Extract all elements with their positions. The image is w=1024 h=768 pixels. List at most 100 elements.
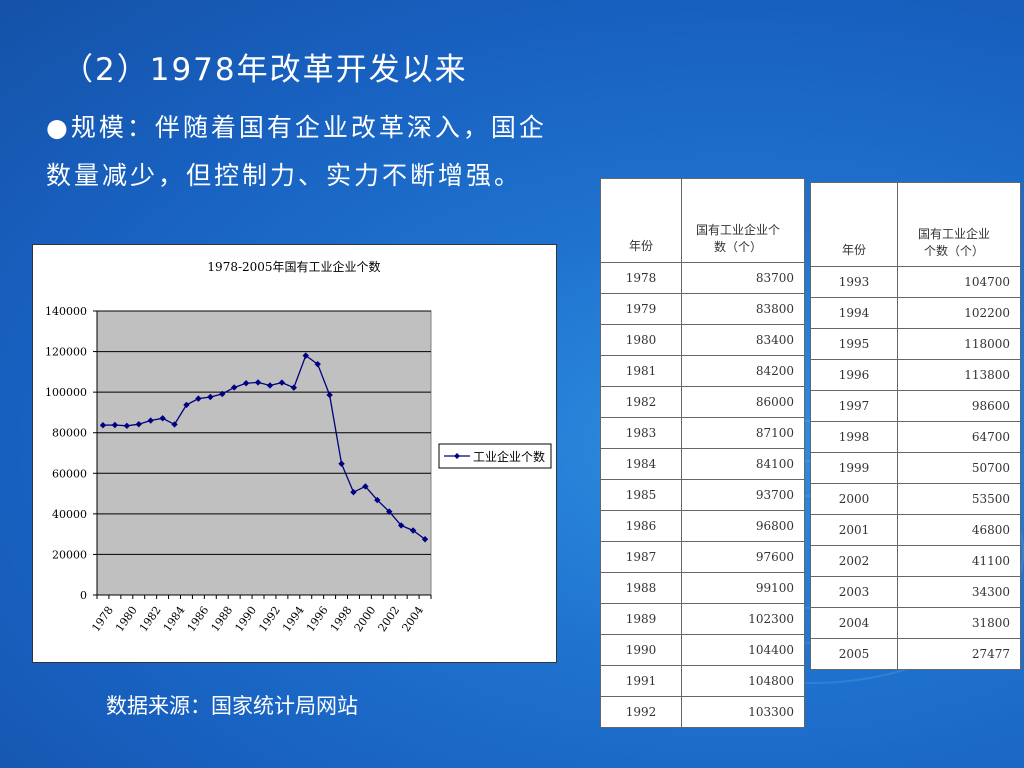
table-header-year: 年份 xyxy=(810,182,898,267)
table-cell-year: 2004 xyxy=(810,607,898,639)
y-tick-label: 80000 xyxy=(52,427,87,440)
table-cell-value: 99100 xyxy=(681,572,805,604)
data-point xyxy=(195,395,202,402)
x-tick-label: 1984 xyxy=(161,604,188,634)
table-cell-value: 113800 xyxy=(897,359,1021,391)
table-row: 1985 93700 xyxy=(600,479,805,511)
table-cell-value: 53500 xyxy=(897,483,1021,515)
table-row: 1989 102300 xyxy=(600,603,805,635)
table-cell-year: 1984 xyxy=(600,448,682,480)
table-cell-value: 83400 xyxy=(681,324,805,356)
table-row: 1984 84100 xyxy=(600,448,805,480)
series-line xyxy=(102,354,426,540)
data-point xyxy=(183,401,190,409)
table-cell-value: 50700 xyxy=(897,452,1021,484)
table-row: 1986 96800 xyxy=(600,510,805,542)
table-cell-value: 104700 xyxy=(897,266,1021,298)
data-point xyxy=(350,488,357,496)
table-cell-value: 102200 xyxy=(897,297,1021,329)
x-tick-label: 1986 xyxy=(185,604,212,634)
data-point xyxy=(290,384,298,391)
bullet-text-line-1: ●规模：伴随着国有企业改革深入，国企 xyxy=(46,113,547,142)
table-cell-year: 1979 xyxy=(600,293,682,325)
table-row: 1997 98600 xyxy=(810,390,1021,422)
table-cell-year: 2000 xyxy=(810,483,898,515)
x-tick-label: 1982 xyxy=(137,604,164,634)
table-cell-year: 1978 xyxy=(600,262,682,294)
table-cell-value: 104800 xyxy=(681,665,805,697)
table-cell-year: 1985 xyxy=(600,479,682,511)
data-table-left: 年份 国有工业企业个数（个） 1978 83700 1979 83800 1980 834… xyxy=(600,178,805,728)
x-tick-label: 1996 xyxy=(304,604,331,634)
table-cell-year: 2003 xyxy=(810,576,898,608)
data-point xyxy=(266,382,274,389)
table-cell-year: 1981 xyxy=(600,355,682,387)
table-row: 1991 104800 xyxy=(600,665,805,697)
x-tick-label: 2004 xyxy=(399,604,426,634)
table-row: 1988 99100 xyxy=(600,572,805,604)
table-cell-year: 1999 xyxy=(810,452,898,484)
table-cell-year: 1988 xyxy=(600,572,682,604)
table-row: 1979 83800 xyxy=(600,293,805,325)
chart-canvas: 1978-2005年国有工业企业个数 0 20000 40000 60000 80000 1… xyxy=(45,259,552,634)
y-tick-label: 60000 xyxy=(52,467,87,480)
table-cell-year: 1983 xyxy=(600,417,682,449)
table-row: 1998 64700 xyxy=(810,421,1021,453)
data-point xyxy=(409,527,417,534)
table-row: 2004 31800 xyxy=(810,607,1021,639)
table-cell-year: 1989 xyxy=(600,603,682,635)
table-cell-year: 1996 xyxy=(810,359,898,391)
table-row: 1999 50700 xyxy=(810,452,1021,484)
x-tick-label: 1978 xyxy=(89,604,116,634)
bullet-text-line-2: 数量减少，但控制力、实力不断增强。 xyxy=(46,161,523,190)
x-tick-label: 1992 xyxy=(256,604,283,634)
data-point xyxy=(99,422,107,429)
data-point xyxy=(314,360,321,368)
legend-marker xyxy=(454,453,460,459)
table-cell-value: 103300 xyxy=(681,696,805,728)
table-cell-year: 1986 xyxy=(600,510,682,542)
table-row: 1993 104700 xyxy=(810,266,1021,298)
table-cell-year: 1995 xyxy=(810,328,898,360)
table-cell-value: 93700 xyxy=(681,479,805,511)
table-header-value-text: 国有工业企业个数（个） xyxy=(917,227,990,258)
x-tick-label: 1988 xyxy=(209,604,236,634)
table-cell-year: 1997 xyxy=(810,390,898,422)
table-cell-year: 1992 xyxy=(600,696,682,728)
data-point xyxy=(147,417,154,424)
table-cell-year: 2002 xyxy=(810,545,898,577)
x-tick-label: 1980 xyxy=(113,604,140,634)
table-cell-value: 41100 xyxy=(897,545,1021,577)
chart-title: 1978-2005年国有工业企业个数 xyxy=(207,259,380,274)
data-point xyxy=(326,391,333,399)
table-header-value-text: 国有工业企业个数（个） xyxy=(695,223,780,254)
table-cell-year: 1980 xyxy=(600,324,682,356)
table-cell-value: 98600 xyxy=(897,390,1021,422)
x-tick-label: 1994 xyxy=(280,604,307,634)
table-cell-value: 83800 xyxy=(681,293,805,325)
table-row: 1987 97600 xyxy=(600,541,805,573)
table-cell-value: 96800 xyxy=(681,510,805,542)
table-cell-value: 97600 xyxy=(681,541,805,573)
y-tick-label: 0 xyxy=(80,589,87,602)
y-tick-label: 40000 xyxy=(52,508,87,521)
table-row: 2000 53500 xyxy=(810,483,1021,515)
table-cell-value: 27477 xyxy=(897,638,1021,670)
data-point xyxy=(338,460,345,467)
table-row: 1995 118000 xyxy=(810,328,1021,360)
table-header-value: 国有工业企业个数（个） xyxy=(681,178,805,263)
table-cell-value: 102300 xyxy=(681,603,805,635)
table-cell-value: 86000 xyxy=(681,386,805,418)
table-cell-year: 2001 xyxy=(810,514,898,546)
data-point xyxy=(302,352,309,359)
x-tick-label: 2000 xyxy=(352,604,379,634)
table-cell-value: 34300 xyxy=(897,576,1021,608)
table-cell-year: 1990 xyxy=(600,634,682,666)
legend-label: 工业企业个数 xyxy=(473,449,545,464)
table-row: 2005 27477 xyxy=(810,638,1021,670)
data-point xyxy=(171,421,178,428)
table-row: 1990 104400 xyxy=(600,634,805,666)
data-point xyxy=(135,420,142,428)
table-cell-value: 87100 xyxy=(681,417,805,449)
table-row: 1980 83400 xyxy=(600,324,805,356)
